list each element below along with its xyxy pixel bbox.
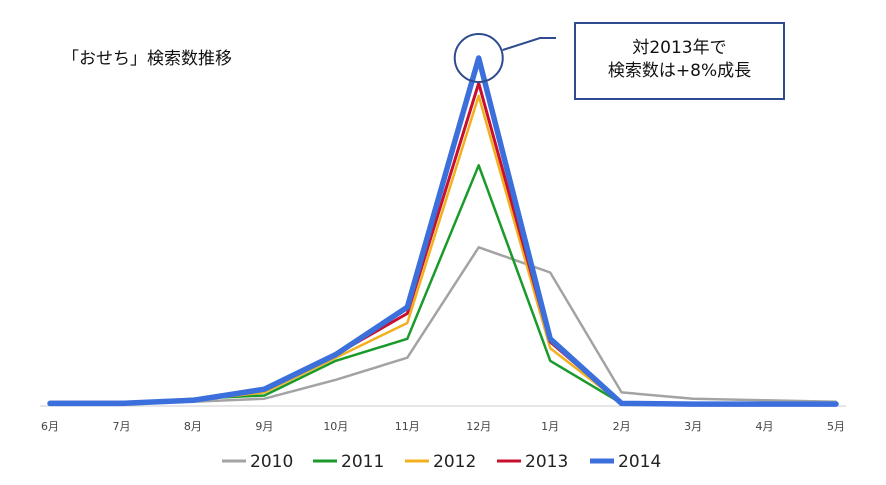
x-tick-label: 5月 <box>827 420 845 433</box>
x-tick-label: 7月 <box>112 420 130 433</box>
series-line-2010 <box>48 246 838 404</box>
chart-title: 「おせち」検索数推移 <box>62 49 232 69</box>
legend-label-2012: 2012 <box>433 452 476 472</box>
series-line-2014 <box>47 55 839 407</box>
legend-label-2013: 2013 <box>525 452 568 472</box>
x-tick-label: 11月 <box>395 420 420 433</box>
legend-label-2011: 2011 <box>341 452 384 472</box>
callout-line-1: 対2013年で <box>632 38 727 58</box>
series-line-2013 <box>48 81 838 406</box>
x-tick-label: 4月 <box>756 420 774 433</box>
x-tick-label: 8月 <box>184 420 202 433</box>
x-tick-label: 6月 <box>41 420 59 433</box>
legend-label-2010: 2010 <box>250 452 293 472</box>
x-tick-label: 9月 <box>255 420 273 433</box>
x-tick-label: 2月 <box>613 420 631 433</box>
highlight-circle <box>453 33 504 83</box>
legend-label-2014: 2014 <box>618 452 661 472</box>
x-tick-label: 3月 <box>684 420 702 433</box>
callout-box: 対2013年で 検索数は+8%成長 <box>574 22 785 100</box>
x-tick-label: 1月 <box>541 420 559 433</box>
x-tick-label: 12月 <box>466 420 491 433</box>
x-tick-label: 10月 <box>323 420 348 433</box>
callout-leader-line <box>502 37 556 51</box>
callout-line-2: 検索数は+8%成長 <box>607 61 752 81</box>
